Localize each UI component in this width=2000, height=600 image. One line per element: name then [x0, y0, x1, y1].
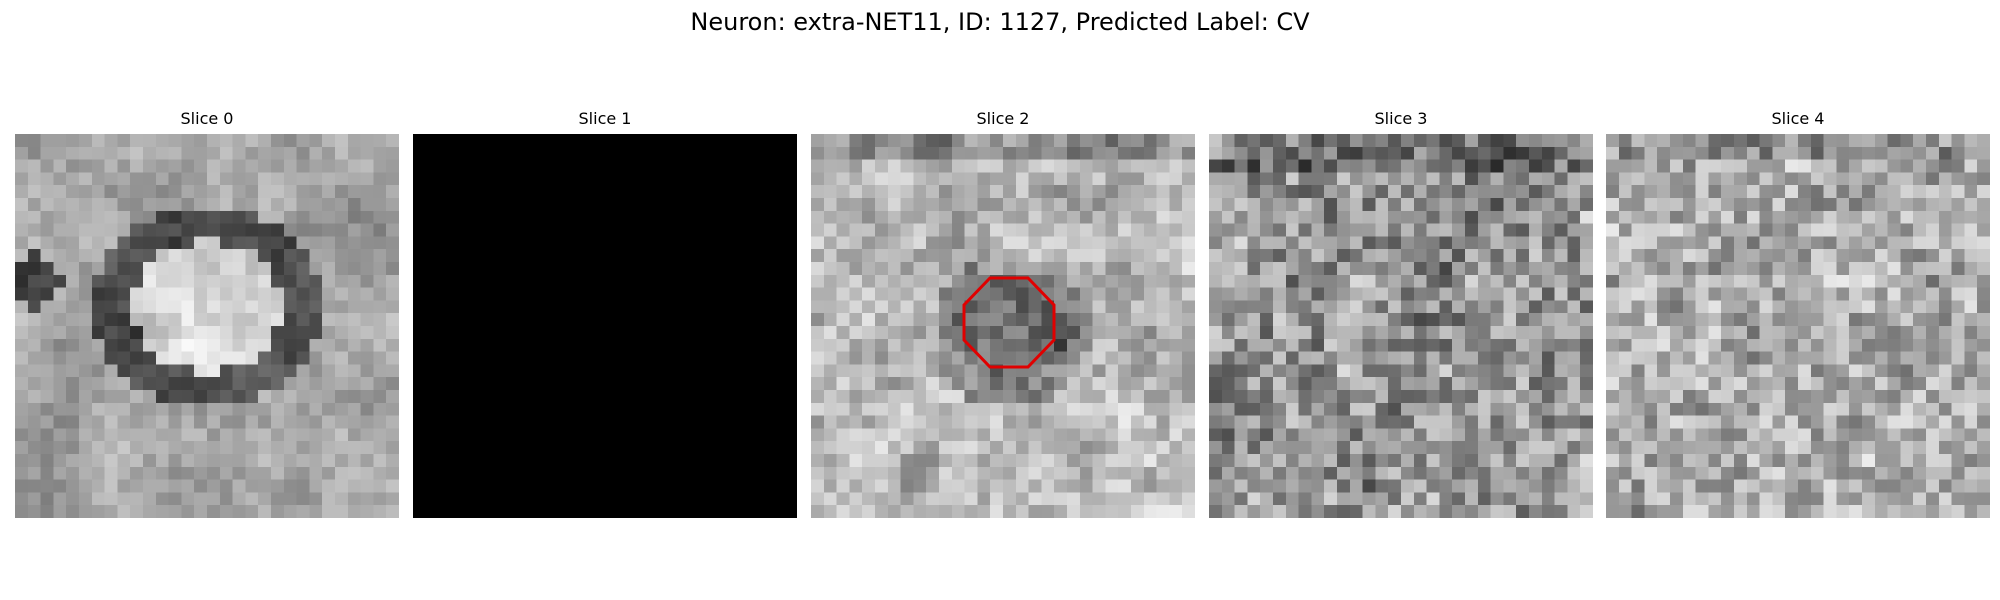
figure-title: Neuron: extra-NET11, ID: 1127, Predicted…: [690, 8, 1310, 36]
slice-pixels-3: [1209, 134, 1593, 518]
slice-image-3: [1209, 134, 1593, 518]
slice-image-1: [413, 134, 797, 518]
slice-image-4: [1606, 134, 1990, 518]
slice-title-0: Slice 0: [180, 109, 234, 128]
slice-pixels-4: [1606, 134, 1990, 518]
slice-title-3: Slice 3: [1374, 109, 1428, 128]
slice-panel-3: Slice 3: [1209, 108, 1593, 518]
slice-title-2: Slice 2: [976, 109, 1030, 128]
slice-image-2: [811, 134, 1195, 518]
roi-outline: [962, 276, 1056, 369]
slice-pixels-0: [15, 134, 399, 518]
slice-panel-0: Slice 0: [15, 108, 399, 518]
slice-pixels-2: [811, 134, 1195, 518]
slice-image-0: [15, 134, 399, 518]
slice-title-4: Slice 4: [1771, 109, 1825, 128]
roi-octagon: [962, 276, 1056, 369]
slice-panel-4: Slice 4: [1606, 108, 1990, 518]
slice-title-1: Slice 1: [578, 109, 632, 128]
slice-pixels-1: [413, 134, 797, 518]
slice-panel-1: Slice 1: [413, 108, 797, 518]
slice-panel-2: Slice 2: [811, 108, 1195, 518]
